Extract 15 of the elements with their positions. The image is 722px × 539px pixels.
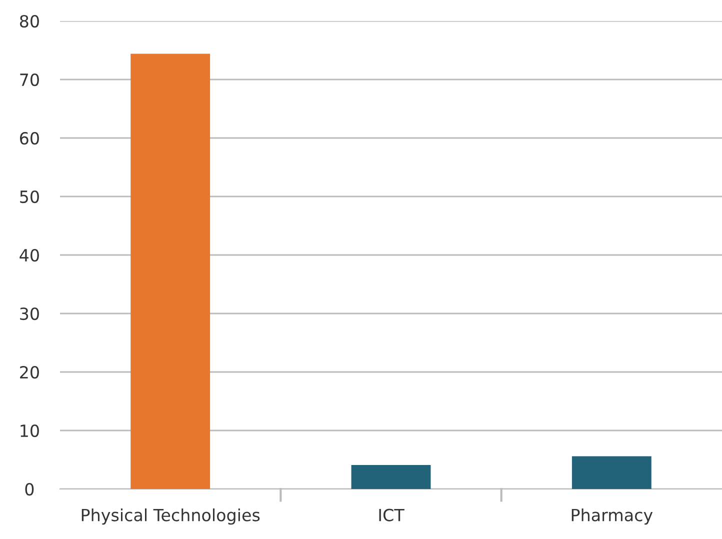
y-tick-label: 10 bbox=[20, 424, 39, 438]
x-tick-label: ICT bbox=[379, 508, 404, 522]
y-tick-label: 0 bbox=[25, 482, 34, 496]
y-tick-label: 70 bbox=[20, 73, 39, 86]
bar bbox=[130, 54, 210, 489]
bar bbox=[572, 456, 652, 489]
y-tick-label: 30 bbox=[20, 307, 39, 320]
x-tick-label: Physical Technologies bbox=[82, 508, 260, 525]
y-tick-label: 50 bbox=[20, 190, 39, 204]
x-tick-label: Pharmacy bbox=[572, 508, 653, 525]
y-tick-label: 60 bbox=[20, 132, 39, 145]
y-tick-label: 40 bbox=[20, 248, 39, 262]
y-tick-label: 80 bbox=[20, 14, 39, 28]
y-tick-label: 20 bbox=[20, 366, 39, 379]
bar bbox=[351, 465, 431, 489]
